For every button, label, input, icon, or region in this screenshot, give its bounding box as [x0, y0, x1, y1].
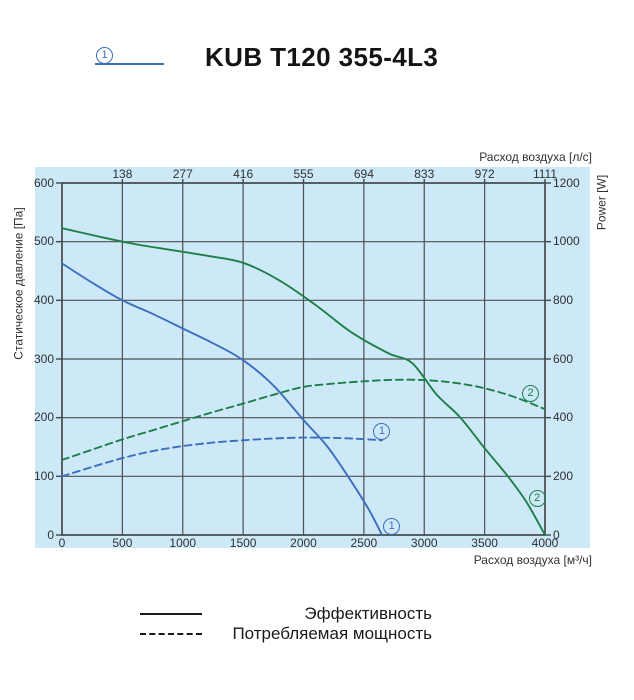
- curve-number-annotation: 2: [528, 490, 546, 508]
- left-axis-tick-label: 0: [47, 527, 54, 542]
- page-title: KUB T120 355-4L3: [205, 42, 439, 72]
- dashed-line-sample-icon: [140, 633, 202, 635]
- top-axis-title: Расход воздуха [л/с]: [479, 150, 592, 164]
- bottom-axis-tick-label: 3000: [410, 536, 438, 550]
- solid-line-sample-icon: [140, 613, 202, 615]
- top-axis-tick-label: 972: [474, 167, 495, 181]
- chart-legend: Эффективность Потребляемая мощность: [140, 604, 432, 644]
- legend-item-efficiency: Эффективность: [140, 604, 432, 624]
- bottom-axis-title: Расход воздуха [м³/ч]: [473, 553, 592, 567]
- legend-label: Эффективность: [304, 604, 432, 623]
- left-axis-tick-label: 400: [33, 292, 54, 307]
- bottom-axis-tick-label: 0: [58, 536, 66, 550]
- top-axis-tick-label: 416: [233, 167, 254, 181]
- right-axis-tick-label: 400: [553, 410, 574, 425]
- legend-item-power: Потребляемая мощность: [140, 624, 432, 644]
- right-axis-tick-label: 1000: [553, 234, 580, 249]
- right-axis-tick-label: 1200: [553, 175, 580, 190]
- curve-number-annotation: 2: [522, 385, 539, 403]
- curve-pressure-curve-2: [61, 227, 546, 536]
- right-axis-tick-label: 800: [553, 292, 574, 307]
- right-axis-tick-label: 0: [553, 527, 560, 542]
- legend-label: Потребляемая мощность: [232, 624, 432, 643]
- top-axis-tick-label: 694: [353, 167, 374, 181]
- left-axis-tick-label: 600: [33, 175, 54, 190]
- plot-frame: [61, 182, 546, 536]
- top-axis-tick-label: 277: [172, 167, 193, 181]
- top-axis-tick-label: 833: [414, 167, 435, 181]
- curve-number-annotation: 1: [373, 423, 391, 441]
- bottom-axis-tick-label: 1000: [169, 536, 197, 550]
- curve-number-annotation: 1: [383, 517, 401, 535]
- bottom-axis-tick-label: 2000: [290, 536, 317, 550]
- curve-power-curve-1: [61, 436, 383, 478]
- left-axis-tick-label: 300: [33, 351, 54, 366]
- bottom-axis-tick-label: 4000: [531, 536, 559, 550]
- top-axis-tick-label: 138: [112, 167, 133, 181]
- right-axis-tick-label: 200: [553, 468, 574, 483]
- top-axis-tick-label: 555: [293, 167, 314, 181]
- bottom-axis-tick-label: 500: [112, 536, 133, 550]
- bottom-axis-tick-label: 2500: [350, 536, 378, 550]
- curve-power-curve-2: [61, 378, 546, 461]
- bottom-axis-tick-label: 1500: [229, 536, 257, 550]
- header-rule: [95, 63, 164, 65]
- left-axis-tick-label: 100: [33, 468, 54, 483]
- bottom-axis-tick-label: 3500: [471, 536, 498, 550]
- top-axis-tick-label: 1111: [532, 167, 558, 181]
- left-axis-tick-label: 200: [33, 410, 54, 425]
- right-axis-tick-label: 600: [553, 351, 574, 366]
- chart-panel: [35, 167, 590, 548]
- left-axis-tick-label: 500: [33, 234, 54, 249]
- curve-pressure-curve-1: [61, 262, 383, 536]
